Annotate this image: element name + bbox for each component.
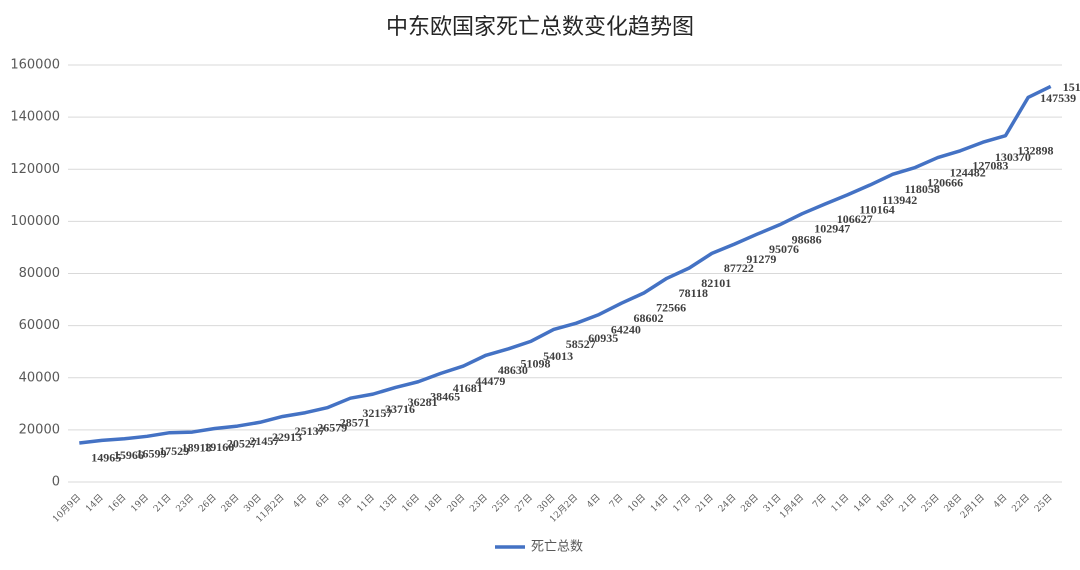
data-label: 64240 — [611, 322, 641, 336]
data-label: 25137 — [295, 424, 325, 438]
x-tick-label: 26日 — [196, 492, 218, 514]
data-label: 120666 — [927, 175, 963, 189]
data-label: 36281 — [408, 395, 438, 409]
x-tick-label: 2月1日 — [958, 492, 987, 521]
x-tick-label: 18日 — [422, 492, 444, 514]
x-tick-label: 28日 — [739, 492, 761, 514]
x-tick-label: 28日 — [219, 492, 241, 514]
data-label: 32157 — [362, 406, 392, 420]
x-tick-label: 20日 — [445, 492, 467, 514]
data-label: 41681 — [453, 381, 483, 395]
data-label: 15966 — [114, 448, 144, 462]
data-label: 72566 — [656, 301, 686, 315]
x-tick-label: 18日 — [874, 492, 896, 514]
data-label: 127083 — [972, 159, 1008, 173]
y-tick-label: 100000 — [10, 214, 60, 229]
y-tick-label: 0 — [52, 475, 60, 490]
x-tick-label: 9日 — [336, 492, 354, 510]
data-label: 151776 — [1063, 80, 1080, 94]
x-tick-label: 10月9日 — [51, 492, 84, 525]
x-tick-label: 7日 — [607, 492, 625, 510]
data-label: 51098 — [521, 357, 551, 371]
data-label: 95076 — [769, 242, 799, 256]
x-tick-label: 27日 — [513, 492, 535, 514]
data-label: 87722 — [724, 261, 754, 275]
data-label: 20527 — [227, 436, 257, 450]
x-tick-label: 24日 — [716, 492, 738, 514]
data-label: 130370 — [995, 150, 1031, 164]
x-tick-label: 25日 — [490, 492, 512, 514]
data-label: 91279 — [746, 252, 776, 266]
data-label: 17529 — [159, 444, 189, 458]
data-label: 98686 — [792, 233, 822, 247]
x-tick-label: 13日 — [377, 492, 399, 514]
legend-label: 死亡总数 — [531, 540, 583, 555]
x-tick-label: 25日 — [1032, 492, 1054, 514]
data-label: 60935 — [588, 331, 618, 345]
x-tick-label: 21日 — [693, 492, 715, 514]
y-tick-label: 20000 — [19, 422, 60, 437]
line — [79, 84, 1052, 445]
data-label: 44479 — [475, 374, 505, 388]
x-tick-label: 23日 — [174, 492, 196, 514]
data-label: 68602 — [633, 311, 663, 325]
y-tick-label: 160000 — [10, 58, 60, 73]
data-label: 58527 — [566, 337, 596, 351]
x-tick-label: 4日 — [291, 492, 309, 510]
x-tick-label: 16日 — [400, 492, 422, 514]
x-tick-label: 7日 — [810, 492, 828, 510]
data-label: 22913 — [272, 430, 302, 444]
data-label: 54013 — [543, 349, 573, 363]
data-label: 147539 — [1040, 91, 1076, 105]
x-tick-label: 14日 — [648, 492, 670, 514]
chart-title: 中东欧国家死亡总数变化趋势图 — [386, 15, 694, 40]
data-label: 26579 — [317, 420, 347, 434]
data-label: 33716 — [385, 402, 415, 416]
data-label: 38465 — [430, 390, 460, 404]
x-tick-label: 19日 — [129, 492, 151, 514]
y-tick-label: 120000 — [10, 162, 60, 177]
x-tick-label: 4日 — [585, 492, 603, 510]
data-label: 124482 — [950, 165, 986, 179]
x-tick-label: 22日 — [1010, 492, 1032, 514]
data-label: 110164 — [859, 203, 894, 217]
y-tick-label: 80000 — [19, 266, 60, 281]
x-tick-label: 14日 — [84, 492, 106, 514]
y-tick-label: 40000 — [19, 370, 60, 385]
data-label: 102947 — [814, 221, 850, 235]
data-label: 118058 — [905, 182, 940, 196]
x-tick-label: 21日 — [897, 492, 919, 514]
data-label: 19160 — [204, 440, 234, 454]
data-label: 132898 — [1018, 143, 1054, 157]
x-tick-label: 11日 — [355, 492, 377, 514]
x-tick-label: 6日 — [313, 492, 331, 510]
x-tick-label: 1月4日 — [777, 492, 806, 521]
data-label: 28571 — [340, 415, 370, 429]
y-tick-label: 140000 — [10, 110, 60, 125]
data-label: 82101 — [701, 276, 731, 290]
data-label: 106627 — [837, 212, 873, 226]
x-tick-label: 17日 — [671, 492, 693, 514]
x-tick-label: 11日 — [829, 492, 851, 514]
x-tick-label: 10日 — [626, 492, 648, 514]
x-tick-label: 23日 — [468, 492, 490, 514]
x-tick-label: 16日 — [106, 492, 128, 514]
data-label: 18918 — [182, 440, 212, 454]
data-label: 14965 — [91, 451, 121, 465]
data-label: 16599 — [136, 446, 166, 460]
x-tick-label: 21日 — [151, 492, 173, 514]
x-tick-label: 4日 — [991, 492, 1009, 510]
data-label: 48630 — [498, 363, 528, 377]
data-label: 113942 — [882, 193, 917, 207]
y-tick-label: 60000 — [19, 318, 60, 333]
data-label: 78118 — [679, 286, 708, 300]
x-tick-label: 14日 — [852, 492, 874, 514]
data-label: 21457 — [249, 434, 279, 448]
x-tick-label: 25日 — [919, 492, 941, 514]
